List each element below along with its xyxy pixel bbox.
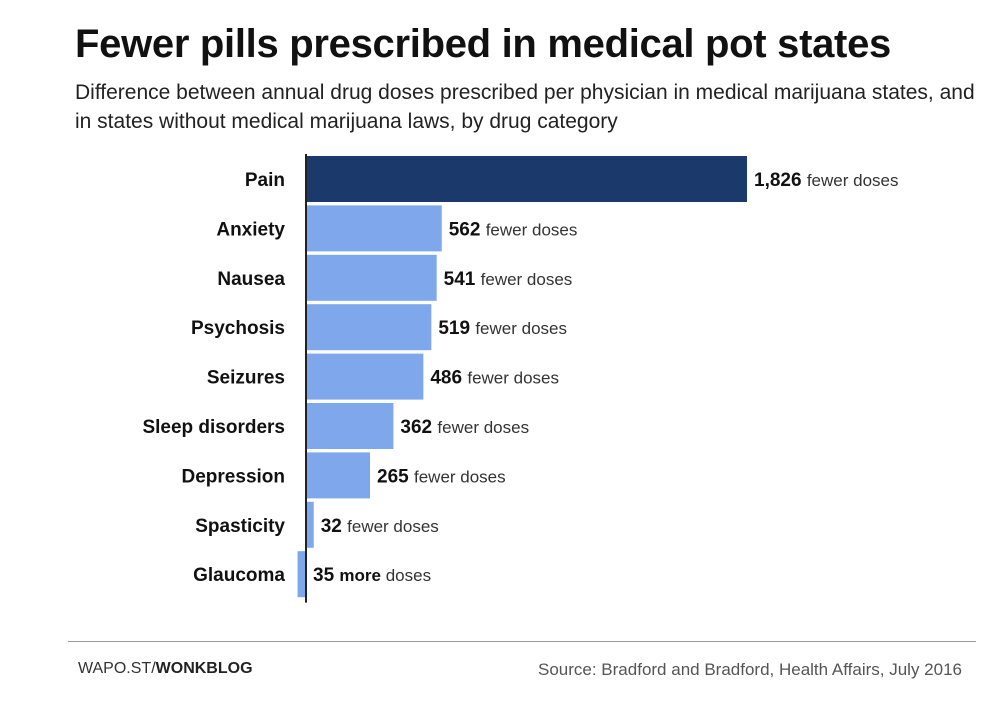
source-note: Source: Bradford and Bradford, Health Af… xyxy=(538,660,962,679)
value-label: 362 fewer doses xyxy=(400,417,529,438)
value-label: 35 more doses xyxy=(313,565,431,586)
category-label: Nausea xyxy=(217,269,285,290)
bar xyxy=(297,551,306,598)
category-label: Sleep disorders xyxy=(142,417,285,438)
category-label: Psychosis xyxy=(191,318,285,339)
value-label: 265 fewer doses xyxy=(377,466,506,487)
bar xyxy=(306,452,371,499)
value-label: 486 fewer doses xyxy=(430,368,559,389)
bar-chart: Pain 1,826 fewer doses Anxiety 562 fewer do… xyxy=(142,154,899,603)
credit-prefix: WAPO.ST/ xyxy=(78,660,156,677)
bar xyxy=(306,501,314,548)
credit-brand: WONKBLOG xyxy=(155,660,253,677)
category-label: Spasticity xyxy=(195,516,285,537)
bar xyxy=(306,156,747,202)
chart-title: Fewer pills prescribed in medical pot st… xyxy=(75,22,891,66)
value-label: 32 fewer doses xyxy=(321,516,439,537)
bar xyxy=(306,254,437,301)
bar xyxy=(306,304,432,351)
category-label: Seizures xyxy=(207,368,285,389)
chart-subtitle: Difference between annual drug doses pre… xyxy=(75,81,975,133)
category-label: Depression xyxy=(182,466,285,487)
bar xyxy=(306,353,424,400)
value-label: 1,826 fewer doses xyxy=(754,170,899,191)
value-label: 541 fewer doses xyxy=(444,269,573,290)
category-label: Glaucoma xyxy=(193,565,285,586)
bar xyxy=(306,403,394,449)
category-label: Anxiety xyxy=(216,219,285,240)
credit-line: WAPO.ST/WONKBLOG xyxy=(78,660,253,678)
category-label: Pain xyxy=(245,170,285,191)
bar xyxy=(306,205,442,252)
value-label: 562 fewer doses xyxy=(449,219,578,240)
footer-divider xyxy=(68,641,976,642)
value-label: 519 fewer doses xyxy=(438,318,567,339)
